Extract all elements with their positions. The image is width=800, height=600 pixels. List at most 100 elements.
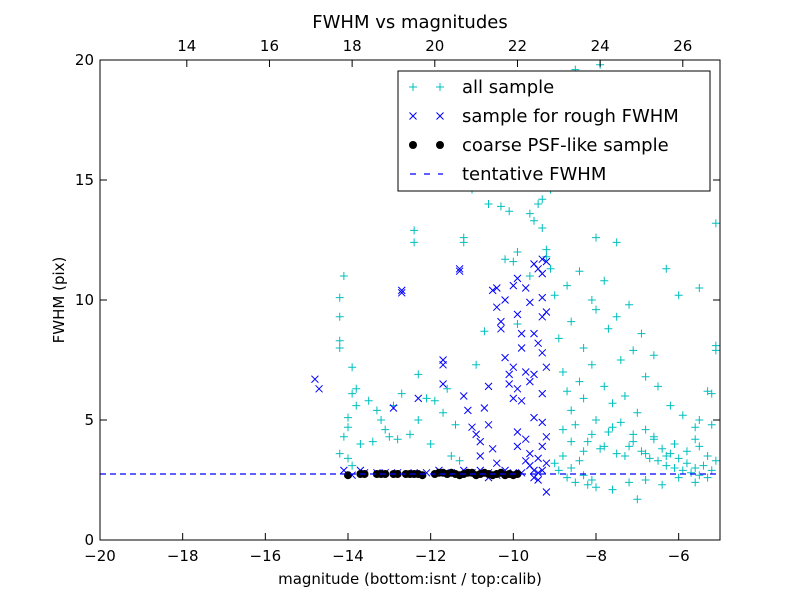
all-sample-point [525, 272, 534, 280]
rough-fwhm-point [534, 476, 542, 484]
all-sample-point [410, 226, 419, 235]
legend-plus-marker [409, 83, 417, 91]
all-sample-point [579, 394, 588, 403]
all-sample-point [637, 329, 646, 338]
rough-fwhm-point [542, 488, 551, 496]
rough-fwhm-point [526, 377, 534, 386]
all-sample-point [368, 437, 377, 446]
rough-fwhm-point [538, 269, 547, 278]
rough-fwhm-point [538, 293, 547, 302]
all-sample-point [666, 401, 675, 410]
all-sample-point [654, 382, 662, 391]
all-sample-point [410, 238, 419, 247]
all-sample-point [484, 200, 493, 208]
all-sample-point [616, 356, 625, 364]
rough-fwhm-point [542, 363, 551, 372]
rough-fwhm-point [315, 384, 323, 393]
all-sample-point [674, 473, 683, 482]
all-sample-point [592, 305, 600, 314]
all-sample-point [567, 317, 576, 326]
legend-entry: sample for rough FWHM [409, 106, 679, 127]
rough-fwhm-point [513, 428, 522, 436]
all-sample-point [550, 459, 559, 468]
top-x-tick-label: 18 [343, 37, 362, 55]
all-sample-point [546, 264, 555, 273]
all-sample-point [703, 387, 712, 396]
plot-area [100, 60, 720, 504]
rough-fwhm-point [538, 348, 547, 357]
all-sample-point [587, 296, 596, 304]
all-sample-point [637, 447, 646, 456]
rough-fwhm-point [542, 432, 551, 441]
all-sample-point [604, 428, 613, 436]
all-sample-point [558, 452, 567, 460]
all-sample-point [695, 471, 704, 480]
all-sample-point [633, 495, 642, 504]
all-sample-point [563, 473, 572, 482]
all-sample-point [364, 396, 373, 405]
all-sample-point [674, 454, 683, 463]
all-sample-point [711, 456, 720, 465]
all-sample-point [641, 476, 650, 484]
all-sample-point [641, 449, 650, 458]
all-sample-point [592, 416, 600, 424]
all-sample-point [612, 312, 621, 321]
rough-fwhm-point [517, 329, 526, 338]
legend-label: coarse PSF-like sample [462, 135, 669, 156]
all-sample-point [542, 245, 551, 254]
top-x-tick-label: 16 [260, 37, 279, 55]
y-tick-label: 5 [84, 411, 94, 429]
all-sample-point [678, 466, 687, 475]
all-sample-point [505, 207, 514, 216]
all-sample-point [447, 452, 456, 460]
all-sample-point [658, 480, 667, 489]
all-sample-point [348, 363, 357, 372]
rough-fwhm-point [526, 298, 534, 307]
legend-box [397, 70, 711, 192]
rough-fwhm-point [439, 380, 447, 388]
chart-title: FWHM vs magnitudes [312, 12, 507, 33]
rough-fwhm-point [521, 456, 530, 465]
all-sample-point [459, 238, 468, 247]
all-sample-point [600, 382, 609, 391]
all-sample-point [335, 312, 344, 321]
rough-fwhm-point [509, 363, 518, 372]
y-axis-label: FWHM (pix) [50, 257, 68, 344]
all-sample-point [633, 408, 642, 417]
rough-fwhm-point [530, 413, 538, 422]
rough-fwhm-point [513, 310, 522, 319]
all-sample-point [563, 281, 572, 290]
rough-fwhm-point [501, 353, 509, 362]
x-axis-label: magnitude (bottom:isnt / top:calib) [278, 570, 542, 588]
all-sample-point [596, 444, 605, 453]
psf-like-point [344, 471, 352, 480]
all-sample-point [554, 466, 563, 475]
all-sample-point [625, 300, 634, 309]
all-sample-point [641, 372, 650, 381]
rough-fwhm-point [497, 324, 505, 333]
rough-fwhm-point [501, 296, 509, 304]
psf-like-point [393, 470, 402, 478]
all-sample-point [443, 384, 452, 393]
all-sample-point [525, 209, 534, 218]
all-sample-point [587, 360, 596, 369]
all-sample-point [604, 324, 613, 333]
legend-x-marker [436, 112, 444, 120]
all-sample-point [707, 466, 716, 475]
all-sample-point [344, 413, 352, 422]
all-sample-point [711, 219, 720, 228]
all-sample-point [707, 389, 716, 398]
rough-fwhm-point [476, 452, 485, 460]
all-sample-point [550, 291, 559, 300]
rough-fwhm-point [534, 339, 542, 348]
all-sample-point [616, 418, 625, 427]
x-tick-label: −16 [250, 547, 282, 565]
all-sample-point [439, 408, 448, 417]
rough-fwhm-point [484, 420, 493, 429]
all-sample-point [554, 334, 563, 343]
legend-dot-marker [436, 141, 444, 149]
all-sample-point [530, 216, 538, 225]
all-sample-point [625, 442, 634, 451]
rough-fwhm-point [542, 459, 551, 468]
rough-fwhm-point [542, 308, 551, 316]
